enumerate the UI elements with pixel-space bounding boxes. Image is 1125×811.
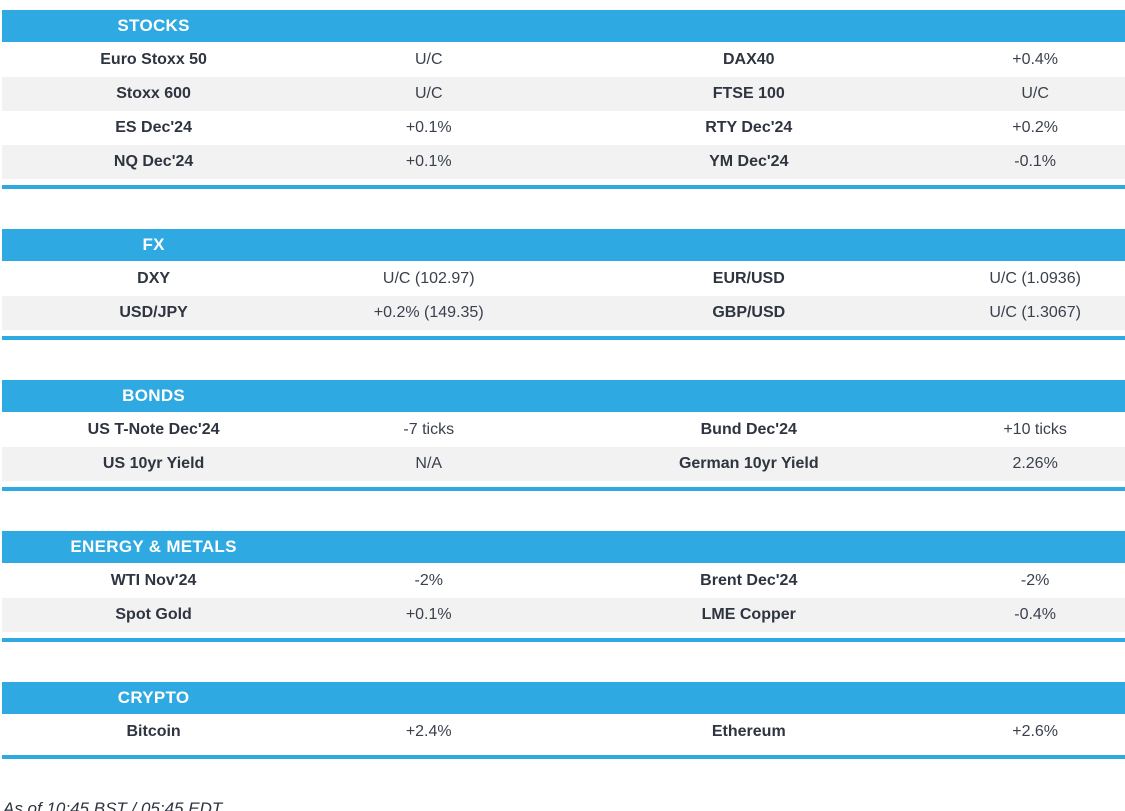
section-rows: Bitcoin +2.4% Ethereum +2.6% <box>2 715 1125 749</box>
instrument-value: +0.1% <box>405 606 452 623</box>
table-row: DXY U/C (102.97) EUR/USD U/C (1.0936) <box>2 262 1125 296</box>
table-row: USD/JPY +0.2% (149.35) GBP/USD U/C (1.3067) <box>2 296 1125 330</box>
instrument-label: Brent Dec'24 <box>700 572 798 589</box>
instrument-value: U/C (1.0936) <box>989 270 1081 287</box>
instrument-value: +0.1% <box>405 153 452 170</box>
section-header: CRYPTO <box>2 682 1125 714</box>
instrument-value: +0.1% <box>405 119 452 136</box>
instrument-label: Bund Dec'24 <box>700 421 797 438</box>
table-row: ES Dec'24 +0.1% RTY Dec'24 +0.2% <box>2 111 1125 145</box>
section-rows: Euro Stoxx 50 U/C DAX40 +0.4% Stoxx 600 U/C FT… <box>2 43 1125 179</box>
section-rows: DXY U/C (102.97) EUR/USD U/C (1.0936) USD/JP… <box>2 262 1125 330</box>
instrument-value: U/C <box>414 51 443 68</box>
section-fx: FX DXY U/C (102.97) EUR/USD U/C (1.0936) USD/… <box>2 229 1125 340</box>
table-row: Spot Gold +0.1% LME Copper -0.4% <box>2 598 1125 632</box>
instrument-label: DAX40 <box>722 51 775 68</box>
instrument-label: FTSE 100 <box>712 85 785 102</box>
section-header: BONDS <box>2 380 1125 412</box>
instrument-label: RTY Dec'24 <box>705 119 793 136</box>
section-header: ENERGY & METALS <box>2 531 1125 563</box>
section-title: STOCKS <box>117 16 190 35</box>
instrument-value: 2.26% <box>1012 455 1058 472</box>
instrument-label: LME Copper <box>701 606 796 623</box>
table-row: Stoxx 600 U/C FTSE 100 U/C <box>2 77 1125 111</box>
instrument-value: U/C <box>1021 85 1049 102</box>
section-title: ENERGY & METALS <box>70 537 237 556</box>
instrument-value: +0.4% <box>1012 51 1059 68</box>
table-row: Euro Stoxx 50 U/C DAX40 +0.4% <box>2 43 1125 77</box>
instrument-label: Spot Gold <box>115 606 192 623</box>
section-rows: WTI Nov'24 -2% Brent Dec'24 -2% Spot Gold +0.… <box>2 564 1125 632</box>
instrument-label: DXY <box>137 270 171 287</box>
instrument-value: -2% <box>414 572 443 589</box>
instrument-label: WTI Nov'24 <box>110 572 197 589</box>
instrument-label: Bitcoin <box>126 723 181 740</box>
instrument-value: -0.4% <box>1014 606 1057 623</box>
instrument-value: U/C (1.3067) <box>989 304 1081 321</box>
section-bonds: BONDS US T-Note Dec'24 -7 ticks Bund Dec'24… <box>2 380 1125 491</box>
instrument-label: GBP/USD <box>712 304 786 321</box>
table-row: US T-Note Dec'24 -7 ticks Bund Dec'24 +10 t… <box>2 413 1125 447</box>
instrument-label: USD/JPY <box>119 304 188 321</box>
section-header: STOCKS <box>2 10 1125 42</box>
table-row: US 10yr Yield N/A German 10yr Yield 2.26% <box>2 447 1125 481</box>
section-title: CRYPTO <box>117 688 190 707</box>
table-row: NQ Dec'24 +0.1% YM Dec'24 -0.1% <box>2 145 1125 179</box>
instrument-label: US 10yr Yield <box>102 455 205 472</box>
instrument-label: Ethereum <box>711 723 786 740</box>
instrument-value: -2% <box>1020 572 1050 589</box>
section-header: FX <box>2 229 1125 261</box>
instrument-label: German 10yr Yield <box>678 455 819 472</box>
instrument-value: -7 ticks <box>403 421 455 438</box>
section-stocks: STOCKS Euro Stoxx 50 U/C DAX40 +0.4% Stoxx 60… <box>2 10 1125 189</box>
section-energy-metals: ENERGY & METALS WTI Nov'24 -2% Brent Dec'24… <box>2 531 1125 642</box>
instrument-label: ES Dec'24 <box>115 119 192 136</box>
section-rows: US T-Note Dec'24 -7 ticks Bund Dec'24 +10 t… <box>2 413 1125 481</box>
market-summary-table: STOCKS Euro Stoxx 50 U/C DAX40 +0.4% Stoxx 60… <box>2 10 1125 759</box>
instrument-label: Stoxx 600 <box>116 85 191 102</box>
section-crypto: CRYPTO Bitcoin +2.4% Ethereum +2.6% <box>2 682 1125 759</box>
instrument-value: +2.6% <box>1012 723 1059 740</box>
instrument-value: +2.4% <box>405 723 452 740</box>
section-title: BONDS <box>122 386 186 405</box>
instrument-label: EUR/USD <box>712 270 785 287</box>
instrument-label: US T-Note Dec'24 <box>87 421 220 438</box>
instrument-value: +10 ticks <box>1003 421 1067 438</box>
table-row: WTI Nov'24 -2% Brent Dec'24 -2% <box>2 564 1125 598</box>
instrument-value: -0.1% <box>1014 153 1057 170</box>
instrument-value: +0.2% <box>1012 119 1059 136</box>
section-title: FX <box>142 235 165 254</box>
instrument-label: YM Dec'24 <box>709 153 789 170</box>
instrument-label: NQ Dec'24 <box>113 153 194 170</box>
as-of-timestamp: As of 10:45 BST / 05:45 EDT <box>3 799 223 811</box>
table-row: Bitcoin +2.4% Ethereum +2.6% <box>2 715 1125 749</box>
instrument-value: U/C (102.97) <box>382 270 475 287</box>
instrument-value: N/A <box>415 455 443 472</box>
instrument-label: Euro Stoxx 50 <box>100 51 207 68</box>
instrument-value: U/C <box>414 85 443 102</box>
instrument-value: +0.2% (149.35) <box>373 304 484 321</box>
